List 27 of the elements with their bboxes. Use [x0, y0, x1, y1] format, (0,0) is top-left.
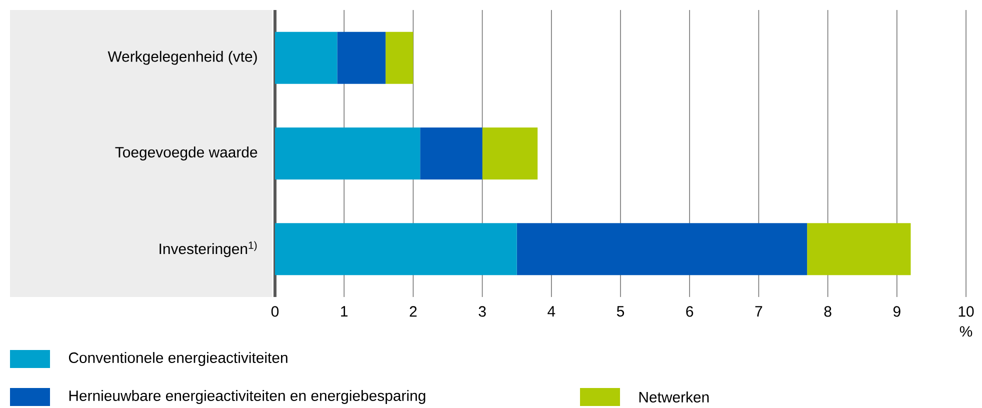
- y-tick-label: Toegevoegde waarde: [115, 146, 258, 160]
- x-tick-label: 6: [686, 306, 694, 317]
- bar: [807, 223, 911, 276]
- x-tick-label: 1: [341, 306, 348, 316]
- x-tick-label: 0: [271, 306, 279, 317]
- legend-label: Hernieuwbare energieactiviteiten en energiebesparing: [69, 390, 426, 404]
- bar: [337, 32, 386, 84]
- bar: [482, 127, 538, 180]
- bar: [386, 32, 414, 84]
- x-tick-label: 8: [824, 306, 832, 317]
- x-tick-label: 4: [548, 306, 556, 316]
- x-tick-label: 9: [893, 306, 900, 317]
- bar: [516, 223, 808, 276]
- x-axis-title: %: [960, 326, 972, 337]
- bar: [420, 127, 482, 180]
- x-tick-label: 3: [478, 306, 486, 317]
- y-tick-label: Investeringen$^{1)}$: [160, 241, 257, 258]
- bar: [275, 223, 517, 276]
- legend-label: Conventionele energieactiviteiten: [68, 352, 288, 366]
- y-tick-label: Werkgelegenheid (vte): [108, 50, 257, 65]
- bar: [275, 127, 420, 180]
- legend-label: Netwerken: [639, 392, 709, 402]
- x-tick-label: 5: [616, 306, 624, 317]
- x-tick-label: 10: [958, 306, 974, 317]
- x-tick-label: 7: [755, 306, 762, 316]
- x-tick-label: 2: [410, 306, 417, 317]
- bar: [275, 32, 338, 84]
